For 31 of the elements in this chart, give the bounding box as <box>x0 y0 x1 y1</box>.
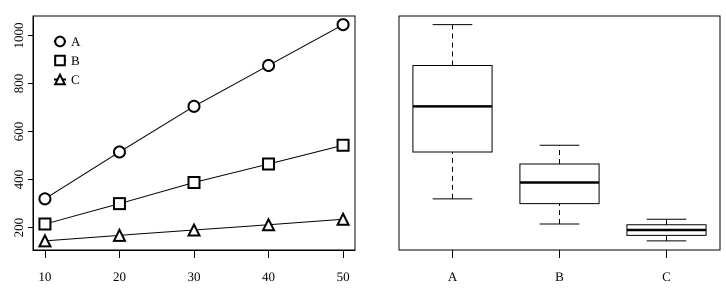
point <box>336 138 350 152</box>
legend-label: B <box>71 53 80 68</box>
point <box>38 192 52 206</box>
y-tick-label: 400 <box>11 170 26 190</box>
x-tick-label: 40 <box>262 269 276 284</box>
point <box>188 224 200 237</box>
legend-label: C <box>71 72 80 87</box>
point <box>112 228 126 242</box>
x-tick-label: 30 <box>188 269 200 284</box>
x-tick-label: 10 <box>38 269 52 284</box>
point <box>336 18 350 32</box>
x-tick-label: C <box>662 269 671 284</box>
point <box>262 58 276 72</box>
point <box>262 157 276 170</box>
point <box>336 212 350 226</box>
point <box>38 234 52 248</box>
y-tick-label: 1000 <box>11 22 26 48</box>
legend-label: A <box>71 34 81 49</box>
point <box>188 176 200 189</box>
x-tick-label: A <box>448 269 458 284</box>
y-tick-label: 200 <box>11 218 26 238</box>
point <box>262 218 276 232</box>
x-tick-label: 20 <box>112 269 126 284</box>
x-tick-label: B <box>555 269 564 284</box>
point <box>112 145 126 158</box>
point <box>188 100 200 113</box>
point <box>38 218 52 231</box>
x-tick-label: 50 <box>336 269 350 284</box>
y-tick-label: 600 <box>11 122 26 142</box>
y-tick-label: 800 <box>11 74 26 94</box>
point <box>112 197 126 210</box>
